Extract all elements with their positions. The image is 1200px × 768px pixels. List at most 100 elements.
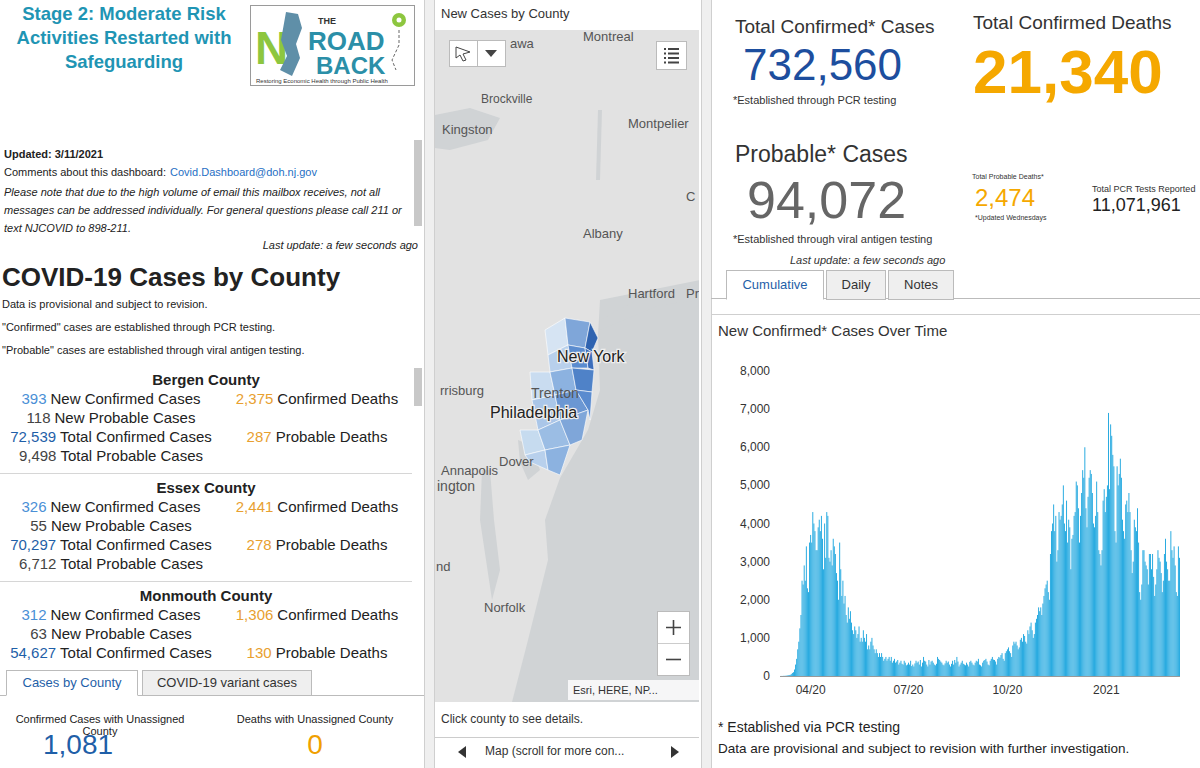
bar [837,581,839,676]
bar [1165,539,1167,676]
bar [824,524,826,677]
comments-label: Comments about this dashboard: [4,166,166,178]
bar [931,661,933,676]
county-card: Bergen County393New Confirmed Cases2,375… [0,370,412,476]
y-tick-label: 2,000 [740,593,770,607]
bar [854,626,856,676]
county-tab[interactable]: COVID-19 variant cases [142,670,312,696]
bar [818,520,820,676]
legend-icon-dot [664,62,666,64]
bar [1158,558,1160,676]
chart-tab[interactable]: Notes [888,270,954,300]
bar [1098,550,1100,676]
bar [1099,554,1101,676]
county-stat: 70,297Total Confirmed Cases [0,536,222,553]
ocean [512,280,699,702]
stat-label: Confirmed Deaths [277,498,398,515]
bar [1167,569,1169,676]
x-axis-line [780,676,1180,677]
bar [814,531,816,676]
bar [894,659,896,676]
place-label: New York [557,348,626,365]
bar [871,638,873,676]
stat-label: New Confirmed Cases [50,606,200,623]
bar [941,663,943,676]
bar [1143,550,1145,676]
county-stat: 118New Probable Cases [0,409,222,426]
stat-value: 278 [247,536,272,553]
stat-label: New Probable Cases [51,517,192,534]
bar [890,657,892,676]
probable-deaths-label: Total Probable Deaths* [972,173,1044,180]
bar [885,657,887,676]
bar [1091,493,1093,676]
bar [1128,493,1130,676]
bar [926,665,928,676]
stat-label: Total Probable Cases [60,555,203,572]
scrollbar [414,368,422,406]
bar [904,663,906,676]
y-tick-label: 5,000 [740,478,770,492]
county-row: 63New Probable Cases [0,625,412,644]
land [435,30,699,702]
attribution-bg [568,680,699,700]
bar [872,646,874,677]
bar [1058,512,1060,676]
email-link[interactable]: Covid.Dashboard@doh.nj.gov [170,166,317,178]
bar [912,665,914,676]
map: awaMontrealBrockvilleKingstonMontpelierA… [435,30,699,702]
map-nav[interactable]: Map (scroll for more con... [485,744,624,758]
county-row: 312New Confirmed Cases1,306Confirmed Dea… [0,606,412,625]
bar [1139,592,1141,676]
county-stat: 312New Confirmed Cases [0,606,222,623]
bar [888,657,890,676]
nav-next [671,746,679,758]
bar [1110,424,1112,676]
bar [826,512,828,676]
pcr-label: Total PCR Tests Reported [1092,184,1195,194]
logo-state [280,12,302,76]
bar [1160,573,1162,676]
bar [791,673,793,676]
bar [1030,623,1032,676]
stat-value: 63 [30,625,47,642]
chart-tab[interactable]: Daily [826,270,886,300]
bar [1013,642,1015,676]
bar [1001,653,1003,676]
bar [924,661,926,676]
chart-tab[interactable]: Cumulative [726,270,824,300]
place-label: Pr [686,286,699,301]
bar [822,539,824,676]
bar [780,675,782,676]
legend-icon-dot [664,57,666,59]
bar [806,588,808,676]
bar [862,630,864,676]
county-name: Essex County [0,479,412,496]
bar [1134,527,1136,676]
bar [813,524,815,677]
stat-value: 393 [21,390,46,407]
bar [1027,630,1029,676]
bar [1129,512,1131,676]
bar [876,653,878,676]
bar [901,664,903,676]
bar [977,659,979,676]
bar [820,516,822,676]
bar [860,638,862,676]
bar [833,546,835,676]
bar [1084,447,1086,676]
bar [978,665,980,676]
bar [787,675,789,676]
stat-label: Total Probable Cases [60,447,203,464]
bar [1145,565,1147,676]
bar [842,581,844,676]
county-tab[interactable]: Cases by County [6,670,138,696]
county-row: 118New Probable Cases [0,409,412,428]
bar [952,661,954,676]
bar [1082,470,1084,676]
bar [873,649,875,676]
stat-label: Total Confirmed Cases [60,536,212,553]
card-separator [0,581,412,582]
bar [954,660,956,676]
bar [1008,647,1010,676]
